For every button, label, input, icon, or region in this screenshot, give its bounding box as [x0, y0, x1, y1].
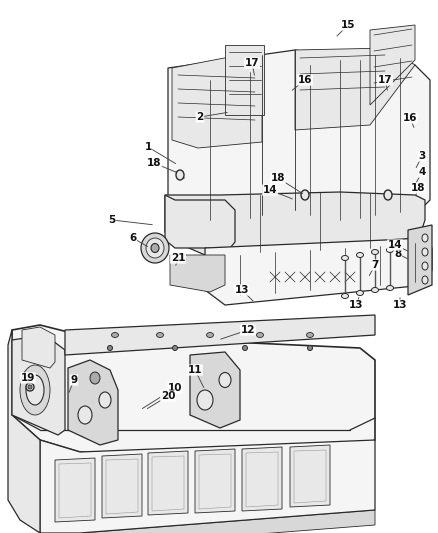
Polygon shape: [22, 327, 55, 368]
Polygon shape: [408, 225, 432, 295]
Ellipse shape: [357, 253, 364, 257]
Ellipse shape: [173, 345, 177, 351]
Polygon shape: [170, 255, 225, 292]
Polygon shape: [195, 449, 235, 513]
Polygon shape: [242, 447, 282, 511]
Ellipse shape: [141, 233, 169, 263]
Ellipse shape: [197, 390, 213, 410]
Ellipse shape: [386, 286, 393, 290]
Ellipse shape: [384, 190, 392, 200]
Text: 13: 13: [235, 285, 249, 295]
Text: 20: 20: [161, 391, 175, 401]
Text: 18: 18: [147, 158, 161, 168]
Ellipse shape: [176, 170, 184, 180]
Text: 21: 21: [171, 253, 185, 263]
Ellipse shape: [112, 333, 119, 337]
Ellipse shape: [422, 234, 428, 242]
Ellipse shape: [99, 392, 111, 408]
Polygon shape: [165, 195, 235, 248]
Polygon shape: [225, 45, 264, 115]
Polygon shape: [290, 445, 330, 507]
Polygon shape: [40, 510, 375, 533]
Polygon shape: [12, 325, 375, 452]
Polygon shape: [68, 360, 118, 445]
Polygon shape: [12, 335, 65, 435]
Ellipse shape: [342, 255, 349, 261]
Polygon shape: [148, 451, 188, 515]
Polygon shape: [102, 454, 142, 518]
Ellipse shape: [422, 248, 428, 256]
Text: 18: 18: [411, 183, 425, 193]
Text: 2: 2: [196, 112, 204, 122]
Text: 19: 19: [21, 373, 35, 383]
Text: 14: 14: [388, 240, 403, 250]
Ellipse shape: [206, 333, 213, 337]
Ellipse shape: [20, 365, 50, 415]
Text: 14: 14: [263, 185, 277, 195]
Ellipse shape: [386, 247, 393, 253]
Ellipse shape: [307, 333, 314, 337]
Ellipse shape: [357, 290, 364, 295]
Ellipse shape: [422, 276, 428, 284]
Polygon shape: [165, 192, 425, 255]
Polygon shape: [190, 352, 240, 428]
Ellipse shape: [301, 190, 309, 200]
Text: 13: 13: [393, 300, 407, 310]
Ellipse shape: [146, 238, 164, 258]
Polygon shape: [40, 440, 375, 533]
Polygon shape: [295, 48, 415, 130]
Polygon shape: [205, 238, 432, 305]
Text: 16: 16: [298, 75, 312, 85]
Polygon shape: [168, 50, 430, 232]
Text: 11: 11: [188, 365, 202, 375]
Polygon shape: [65, 315, 375, 355]
Polygon shape: [172, 55, 262, 148]
Text: 8: 8: [394, 249, 402, 259]
Text: 17: 17: [245, 58, 259, 68]
Ellipse shape: [307, 345, 312, 351]
Ellipse shape: [90, 372, 100, 384]
Text: 5: 5: [108, 215, 116, 225]
Ellipse shape: [422, 262, 428, 270]
Ellipse shape: [371, 249, 378, 254]
Text: 16: 16: [403, 113, 417, 123]
Text: 1: 1: [145, 142, 152, 152]
Text: 12: 12: [241, 325, 255, 335]
Text: 6: 6: [129, 233, 137, 243]
Text: 17: 17: [378, 75, 392, 85]
Ellipse shape: [151, 244, 159, 253]
Text: 7: 7: [371, 260, 379, 270]
Ellipse shape: [28, 385, 32, 389]
Text: 9: 9: [71, 375, 78, 385]
Polygon shape: [8, 330, 40, 533]
Ellipse shape: [156, 333, 163, 337]
Ellipse shape: [243, 345, 247, 351]
Text: 3: 3: [418, 151, 426, 161]
Ellipse shape: [78, 406, 92, 424]
Text: 18: 18: [271, 173, 285, 183]
Text: 10: 10: [168, 383, 182, 393]
Polygon shape: [370, 25, 415, 105]
Ellipse shape: [257, 333, 264, 337]
Ellipse shape: [371, 287, 378, 293]
Ellipse shape: [342, 294, 349, 298]
Polygon shape: [55, 458, 95, 522]
Ellipse shape: [219, 373, 231, 387]
Ellipse shape: [107, 345, 113, 351]
Ellipse shape: [26, 375, 44, 405]
Text: 4: 4: [418, 167, 426, 177]
Text: 15: 15: [341, 20, 355, 30]
Text: 13: 13: [349, 300, 363, 310]
Ellipse shape: [26, 383, 34, 391]
